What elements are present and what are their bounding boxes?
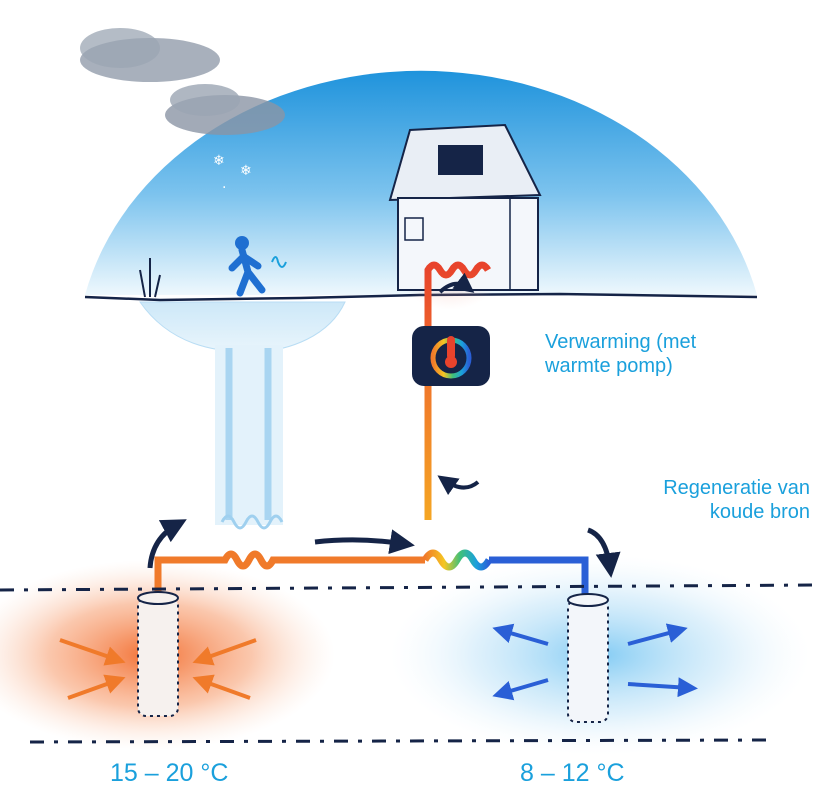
ice-melt <box>139 301 346 530</box>
thermometer-cycle-icon <box>412 326 490 386</box>
arrow-bottom <box>437 475 480 496</box>
cloud-icon <box>80 28 285 135</box>
heating-label: Verwarming (met warmte pomp) <box>545 331 697 377</box>
cold-well <box>492 593 698 723</box>
arrow-right-mid <box>314 529 415 555</box>
house-icon <box>388 123 542 310</box>
heating-loop-left <box>424 261 492 520</box>
regeneration-label: Regeneratie van koude bron <box>663 477 810 523</box>
cold-source-temperature: 8 – 12 °C <box>520 759 625 787</box>
cold-pipe <box>489 556 589 600</box>
svg-text:❄: ❄ <box>213 153 225 169</box>
aquifer-bottom <box>29 738 771 744</box>
svg-text:·: · <box>222 180 226 196</box>
mixing-pipe <box>421 549 493 571</box>
walking-person-icon <box>228 236 287 297</box>
ground-line <box>84 292 758 302</box>
snowflake-icon: ❄ ❄ · <box>213 153 252 196</box>
warm-well <box>59 591 257 717</box>
warm-pipe <box>154 550 425 600</box>
arrow-top <box>438 272 475 294</box>
arrow-down-right <box>587 527 621 578</box>
reed <box>139 258 161 298</box>
svg-text:❄: ❄ <box>240 163 252 179</box>
arrow-up-left <box>147 519 187 569</box>
warm-source-temperature: 15 – 20 °C <box>110 759 229 787</box>
